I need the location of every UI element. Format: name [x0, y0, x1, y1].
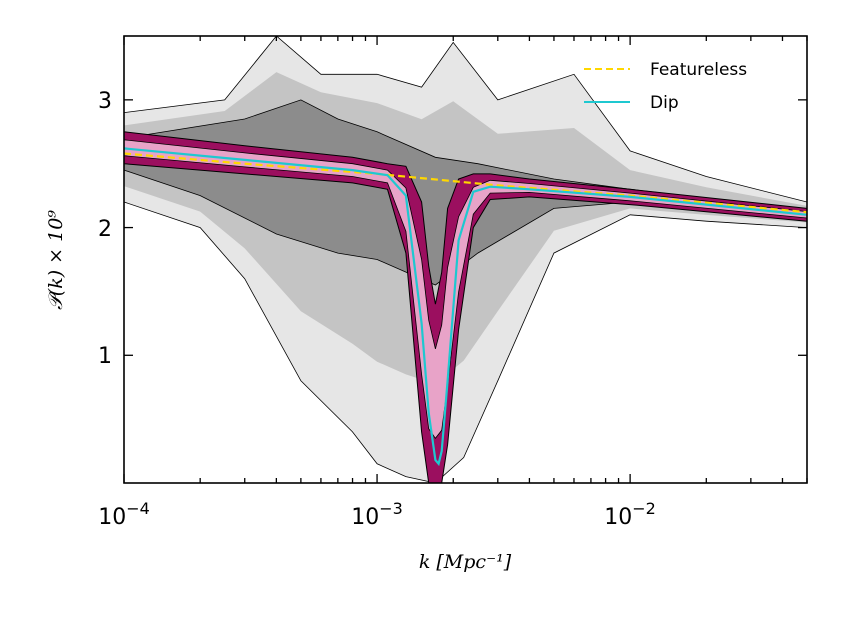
x-tick-labels: 10−4 10−3 10−2	[98, 499, 656, 530]
y-tick-label-1: 1	[98, 344, 112, 369]
y-tick-label-2: 2	[98, 217, 112, 242]
y-axis-label: 𝒫(k) × 10⁹	[45, 210, 67, 310]
series-featureless-line	[124, 152, 807, 214]
plot-frame	[123, 35, 808, 484]
legend-label-featureless: Featureless	[650, 60, 747, 80]
x-tick-label-1e-4: 10−4	[98, 499, 150, 530]
legend-label-dip: Dip	[650, 93, 679, 113]
series-dip-line	[124, 147, 807, 467]
axis-ticks	[123, 36, 808, 483]
legend: Featureless Dip	[584, 60, 747, 113]
x-tick-label-1e-3: 10−3	[351, 499, 403, 530]
x-tick-label-1e-2: 10−2	[604, 499, 656, 530]
credible-band-inner	[124, 139, 807, 439]
y-tick-label-3: 3	[98, 89, 112, 114]
x-axis-label: k [Mpc⁻¹]	[419, 551, 512, 573]
plot-area	[124, 36, 807, 483]
y-tick-labels: 1 2 3	[98, 89, 112, 369]
